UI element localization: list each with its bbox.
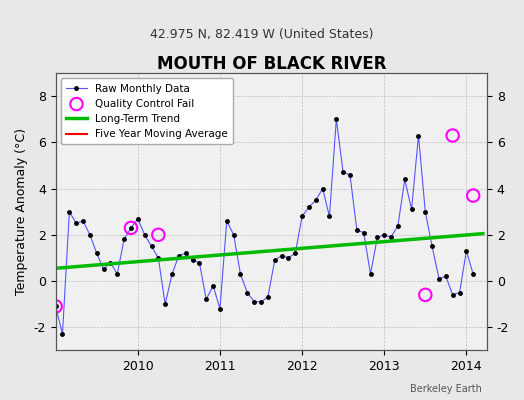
Raw Monthly Data — [265, 295, 271, 300]
Raw Monthly Data — [470, 272, 476, 276]
Quality Control Fail — [449, 132, 457, 139]
Raw Monthly Data — [313, 198, 319, 202]
Raw Monthly Data — [333, 117, 340, 122]
Text: 42.975 N, 82.419 W (United States): 42.975 N, 82.419 W (United States) — [150, 28, 374, 41]
Quality Control Fail — [469, 192, 477, 199]
Y-axis label: Temperature Anomaly (°C): Temperature Anomaly (°C) — [15, 128, 28, 295]
Raw Monthly Data — [169, 272, 175, 276]
Line: Raw Monthly Data: Raw Monthly Data — [54, 118, 475, 336]
Legend: Raw Monthly Data, Quality Control Fail, Long-Term Trend, Five Year Moving Averag: Raw Monthly Data, Quality Control Fail, … — [61, 78, 233, 144]
Text: Berkeley Earth: Berkeley Earth — [410, 384, 482, 394]
Raw Monthly Data — [59, 332, 66, 336]
Title: MOUTH OF BLACK RIVER: MOUTH OF BLACK RIVER — [157, 55, 386, 73]
Quality Control Fail — [154, 232, 162, 238]
Quality Control Fail — [127, 225, 135, 231]
Quality Control Fail — [51, 303, 60, 310]
Raw Monthly Data — [94, 251, 100, 256]
Raw Monthly Data — [52, 304, 59, 309]
Quality Control Fail — [421, 292, 430, 298]
Raw Monthly Data — [141, 232, 148, 237]
Raw Monthly Data — [429, 244, 435, 249]
